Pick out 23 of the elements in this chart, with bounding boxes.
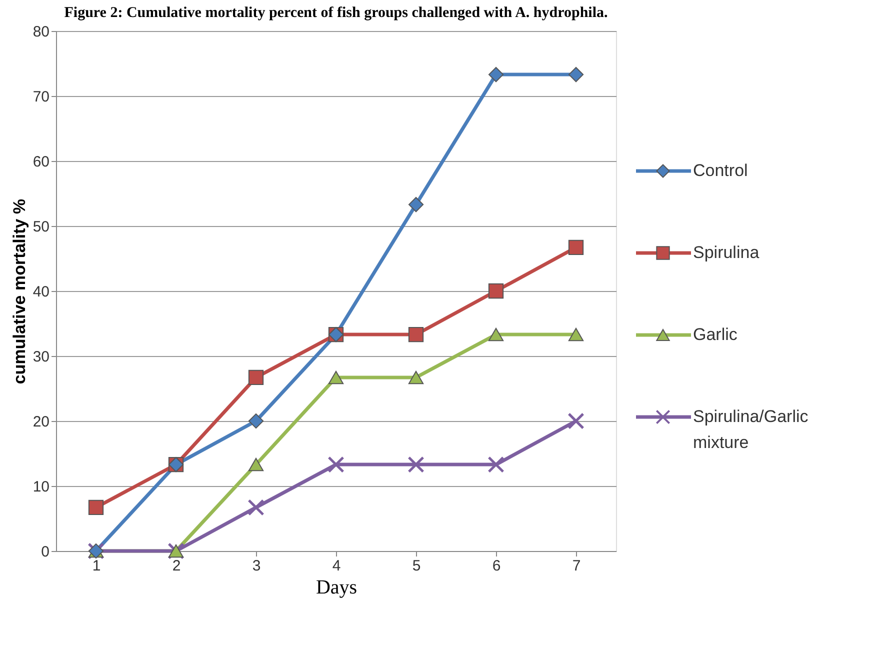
y-tick-label: 80	[32, 24, 50, 40]
x-tick-label: 3	[252, 558, 261, 574]
legend-label: Control	[693, 161, 748, 180]
chart-title: Figure 2: Cumulative mortality percent of fish groups challenged with A. hydrophila.	[64, 5, 608, 21]
y-tick-label: 0	[41, 544, 50, 560]
legend-label: Spirulina	[693, 243, 760, 262]
y-tick-label: 60	[32, 154, 50, 170]
y-tick-label: 70	[32, 88, 50, 106]
x-axis-title: Days	[316, 576, 358, 598]
y-tick-label: 40	[32, 284, 50, 300]
y-axis-title: cumulative mortality %	[10, 198, 29, 384]
x-tick-label: 2	[172, 558, 181, 574]
y-tick-label: 10	[32, 478, 50, 496]
legend-label: Spirulina/Garlic mixture	[693, 407, 809, 452]
x-tick-label: 7	[572, 558, 581, 574]
x-tick-label: 1	[92, 558, 101, 574]
x-tick-label: 6	[492, 558, 501, 574]
y-tick-label: 30	[32, 348, 50, 366]
y-tick-label: 20	[32, 414, 50, 430]
y-tick-label: 50	[32, 218, 50, 236]
x-tick-label: 5	[412, 558, 421, 574]
x-tick-label: 4	[332, 558, 341, 574]
legend-label: Garlic	[693, 325, 738, 344]
